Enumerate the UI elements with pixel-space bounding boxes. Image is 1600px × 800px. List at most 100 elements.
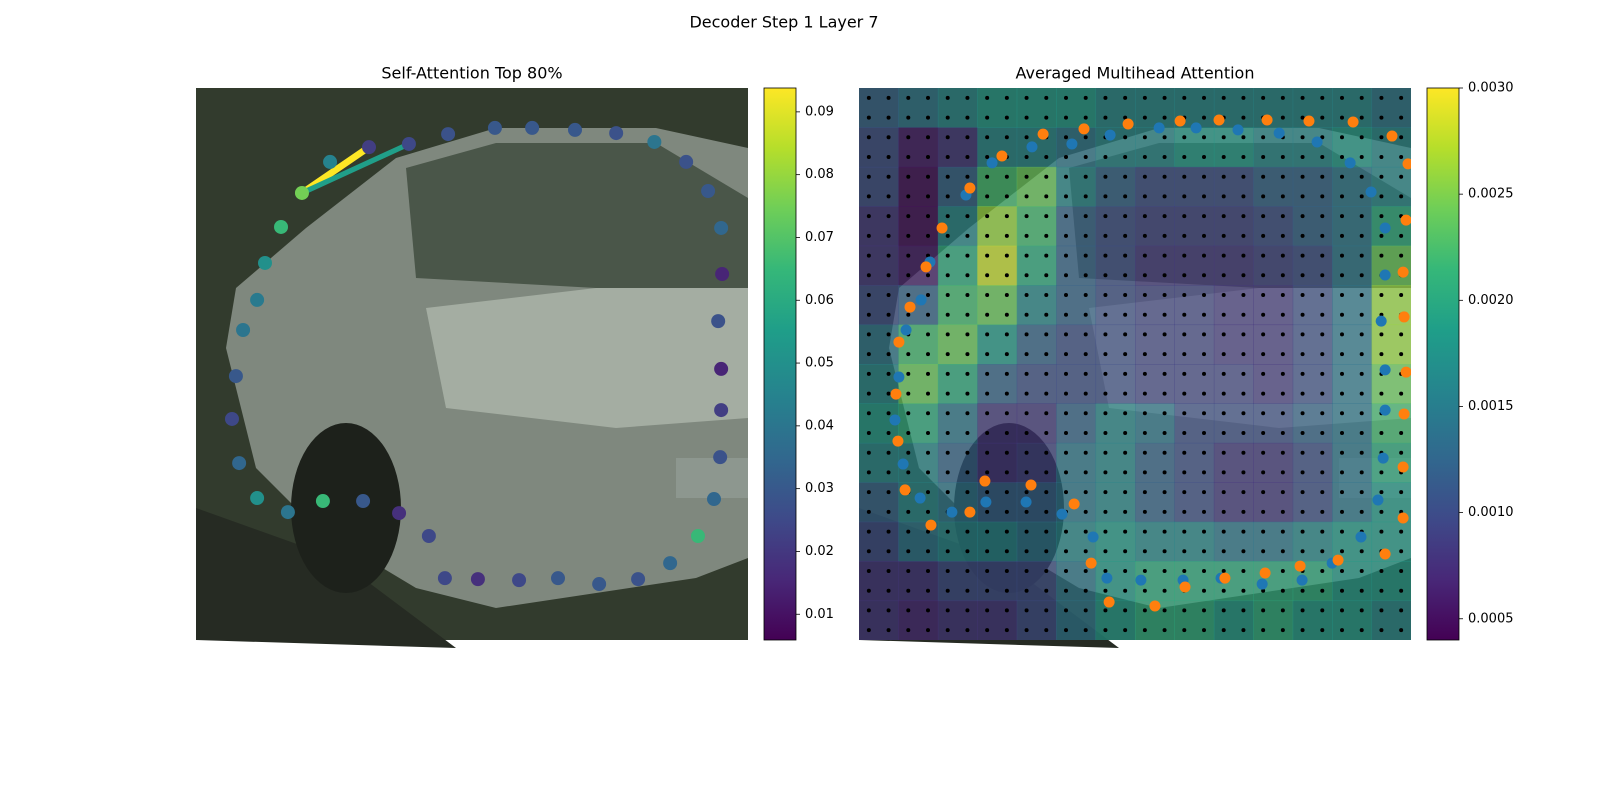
grid-dot	[1004, 135, 1009, 140]
heat-cell	[1253, 206, 1294, 247]
heat-cell	[898, 600, 939, 640]
heat-cell	[1371, 88, 1411, 128]
grid-dot	[1024, 233, 1029, 238]
grid-dot	[1202, 233, 1206, 238]
grid-dot	[1142, 253, 1147, 258]
grid-dot	[1024, 588, 1029, 593]
grid-dot	[1320, 529, 1325, 534]
heat-cell	[1332, 206, 1373, 247]
grid-dot	[1103, 549, 1108, 554]
point	[224, 411, 239, 426]
attention-link	[300, 141, 410, 196]
grid-dot	[1261, 95, 1266, 100]
point	[294, 185, 309, 200]
grid-dot	[1280, 155, 1285, 159]
heat-cell	[1174, 127, 1215, 168]
grid-dot	[1064, 588, 1068, 593]
heat-cell	[1174, 245, 1215, 286]
grid-dot	[1064, 490, 1068, 495]
point	[1379, 269, 1391, 281]
grid-dot	[1241, 628, 1246, 633]
heat-cell	[1253, 166, 1294, 207]
heat-cell	[1056, 442, 1097, 483]
grid-dot	[1083, 233, 1088, 238]
grid-dot	[1044, 608, 1049, 613]
grid-dot	[1004, 312, 1009, 317]
grid-dot	[1024, 273, 1029, 278]
grid-dot	[945, 194, 950, 199]
grid-dot	[1300, 608, 1305, 613]
heat-cell	[977, 561, 1018, 602]
grid-dot	[1261, 155, 1266, 159]
grid-dot	[1359, 391, 1364, 396]
grid-dot	[1280, 332, 1285, 337]
grid-dot	[1202, 608, 1206, 613]
grid-dot	[1083, 371, 1088, 376]
grid-dot	[1123, 352, 1128, 357]
grid-dot	[945, 352, 950, 357]
grid-dot	[1261, 450, 1266, 455]
point	[470, 572, 485, 587]
grid-dot	[1162, 332, 1167, 337]
grid-dot	[1280, 214, 1285, 219]
grid-dot	[1182, 411, 1187, 416]
grid-dot	[1241, 253, 1246, 258]
heat-cell	[1056, 521, 1097, 562]
grid-dot	[886, 490, 891, 495]
grid-dot	[985, 332, 990, 337]
grid-dot	[1123, 95, 1128, 100]
heat-cell	[1371, 166, 1411, 207]
grid-dot	[1123, 450, 1128, 455]
grid-dot	[1300, 293, 1305, 297]
heat-cell	[1135, 403, 1175, 444]
grid-dot	[1261, 628, 1266, 633]
grid-dot	[1024, 332, 1029, 337]
grid-dot	[926, 233, 930, 238]
grid-dot	[1261, 214, 1266, 219]
heat-cell	[859, 600, 899, 640]
grid-dot	[1004, 233, 1009, 238]
point	[713, 450, 728, 465]
heat-cell	[1213, 285, 1254, 326]
heat-cell	[1095, 521, 1136, 562]
grid-dot	[1241, 549, 1246, 554]
grid-dot	[1103, 253, 1108, 258]
grid-dot	[1202, 391, 1206, 396]
grid-dot	[1044, 470, 1049, 475]
point	[631, 572, 646, 587]
point	[1135, 574, 1147, 586]
grid-dot	[1359, 174, 1364, 179]
point	[1344, 157, 1356, 169]
grid-dot	[1142, 233, 1147, 238]
heat-cell	[1292, 245, 1333, 286]
grid-dot	[1064, 273, 1068, 278]
heat-cell	[937, 324, 978, 365]
grid-dot	[945, 569, 950, 573]
grid-dot	[866, 115, 871, 120]
grid-dot	[1162, 312, 1167, 317]
grid-dot	[1162, 431, 1167, 435]
grid-dot	[1280, 529, 1285, 534]
grid-dot	[985, 214, 990, 219]
heat-cell	[898, 206, 939, 247]
grid-dot	[1202, 371, 1206, 376]
heat-cell	[977, 206, 1018, 247]
grid-dot	[1142, 194, 1147, 199]
heat-cell	[1253, 88, 1294, 128]
grid-dot	[1044, 95, 1049, 100]
point	[315, 494, 330, 509]
heat-cell	[1332, 166, 1373, 207]
heat-cell	[1332, 442, 1373, 483]
grid-dot	[1103, 214, 1108, 219]
grid-dot	[1221, 371, 1226, 376]
grid-dot	[1123, 273, 1128, 278]
grid-dot	[1340, 253, 1344, 258]
grid-dot	[1261, 174, 1266, 179]
grid-dot	[1064, 155, 1068, 159]
grid-dot	[1359, 549, 1364, 554]
grid-dot	[1399, 332, 1404, 337]
grid-dot	[1142, 332, 1147, 337]
grid-dot	[1379, 332, 1384, 337]
grid-dot	[985, 194, 990, 199]
grid-dot	[926, 155, 930, 159]
